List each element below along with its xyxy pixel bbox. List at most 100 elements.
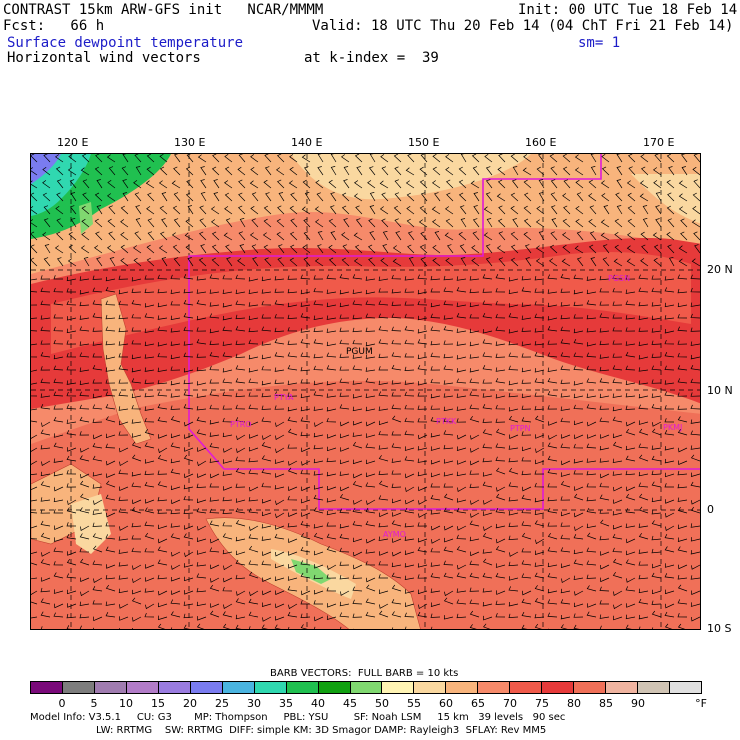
wind-barb [430,340,441,346]
wind-barb [495,353,506,358]
wind-barb [225,218,233,228]
wind-barb [521,573,532,579]
wind-barb [53,442,64,449]
wind-barb [92,379,103,384]
wind-barb [313,380,324,386]
wind-barb [186,179,194,189]
wind-barb [118,588,129,594]
wind-barb [508,482,519,488]
wind-barb [313,287,324,293]
wind-barb [508,445,519,450]
wind-barb [197,154,207,163]
wind-barb [92,404,103,410]
wind-barb [287,392,298,397]
wind-barb [133,257,142,267]
wind-barb [209,497,220,502]
wind-barb [625,289,636,294]
wind-barb [369,192,376,202]
wind-barb [508,576,519,581]
wind-barb [535,434,545,439]
wind-barb [651,353,662,358]
wind-barb [638,393,649,399]
wind-barb [53,378,64,384]
wind-barb [67,499,77,506]
wind-barb [249,434,259,439]
wind-barb [288,626,290,629]
wind-barb [612,533,623,540]
wind-barb [356,166,363,176]
wind-barb [404,380,415,385]
wind-barb [222,368,233,373]
wind-barb [40,520,51,527]
wind-barb [627,218,636,228]
wind-barb [430,275,441,281]
wind-barb [157,416,168,423]
wind-barb [690,506,700,514]
wind-barb [626,577,636,583]
wind-barb [105,575,116,580]
wind-barb [317,166,324,176]
wind-barb [198,257,207,267]
wind-barb [118,562,129,567]
wind-barb [262,616,272,622]
wind-barb [92,442,103,449]
wind-barb [508,392,519,398]
wind-barb [521,367,532,373]
wind-barb [521,521,532,527]
wind-barb [547,340,558,345]
wind-barb [510,205,519,215]
wind-barb [276,167,285,176]
wind-barb [547,316,558,321]
wind-barb [211,219,220,228]
wind-barb [237,166,246,176]
wind-barb [235,417,246,423]
wind-barb [638,493,649,501]
dry-band-north [31,154,700,274]
wind-barb [497,179,506,189]
wind-barb [274,624,282,629]
wind-barb [508,457,519,463]
wind-barb [470,499,480,505]
wind-barb [525,257,532,267]
wind-barb [482,532,493,540]
wind-barb [277,244,285,254]
wind-barb [158,447,168,454]
wind-barb [458,166,467,176]
wind-barb [638,574,649,580]
wind-barb [651,315,662,321]
wind-barb [482,418,493,423]
wind-barb [470,434,480,440]
wind-barb [209,289,220,294]
wind-barb [184,525,194,530]
wind-barb [638,471,649,477]
wind-barb [378,560,389,566]
wind-barb [523,154,532,163]
wind-barb [560,365,571,371]
wind-barb [378,536,389,542]
wind-barb [665,525,675,531]
wind-barb [638,327,649,332]
wind-barb [560,534,571,540]
wind-barb [144,521,155,527]
wind-barb [498,154,506,163]
wind-barb [185,218,194,228]
wind-barb [300,546,311,553]
colorbar-swatch [318,682,351,693]
wind-barb [197,460,207,467]
wind-barb [471,154,480,163]
wind-barb [664,405,674,410]
wind-barb [573,352,584,358]
wind-barb [560,522,571,527]
wind-barb [586,458,597,463]
wind-barb [339,575,350,580]
wind-barb [67,447,77,452]
wind-barb [508,522,519,527]
wind-barb [250,206,259,215]
wind-barb [105,416,116,423]
wind-barb [158,434,168,439]
colorbar-swatch [414,682,447,693]
wind-barb [80,590,90,597]
wind-barb [277,205,285,215]
wind-barb [391,458,402,463]
wind-barb [638,532,649,540]
